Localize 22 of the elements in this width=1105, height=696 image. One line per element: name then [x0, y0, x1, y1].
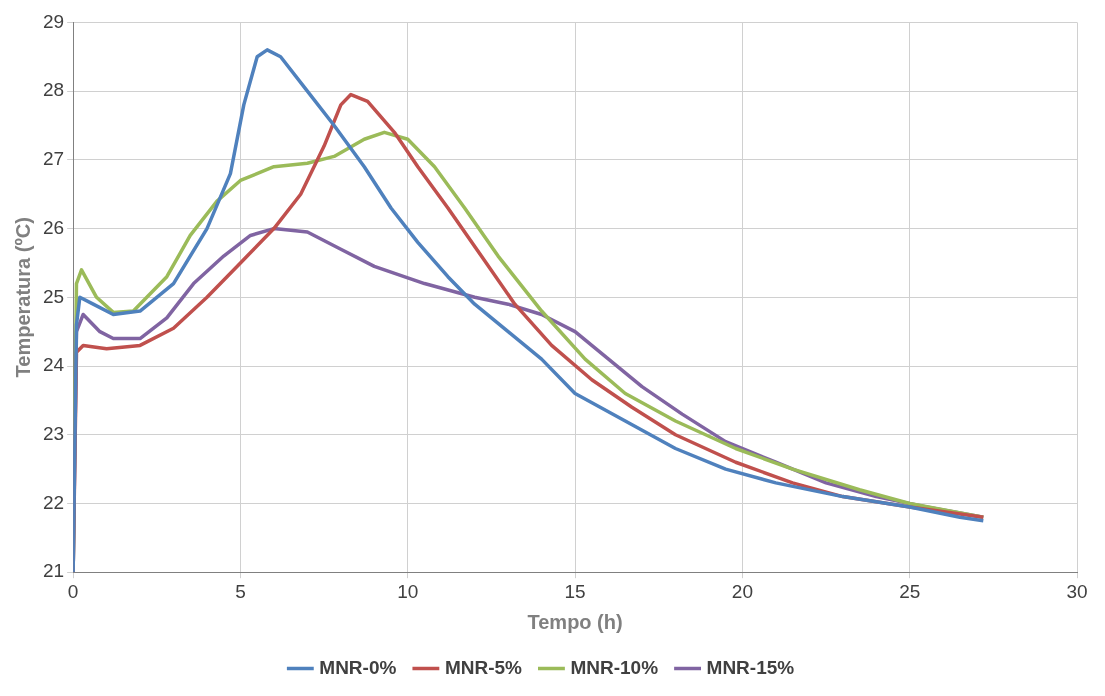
x-tick-label: 20	[731, 580, 753, 602]
y-tick-label: 27	[42, 148, 65, 170]
y-tick-label: 22	[42, 491, 65, 513]
y-tick-label: 24	[42, 354, 65, 376]
y-tick-label: 26	[42, 216, 65, 238]
y-tick-label: 29	[42, 10, 65, 32]
x-tick-label: 25	[899, 580, 921, 602]
x-tick-label: 30	[1066, 580, 1088, 602]
x-tick-label: 15	[564, 580, 586, 602]
legend-label: MNR-5%	[444, 656, 523, 678]
x-axis-title: Tempo (h)	[527, 610, 623, 633]
y-tick-label: 23	[42, 422, 65, 444]
y-tick-label: 21	[42, 560, 65, 582]
legend-label: MNR-0%	[319, 656, 397, 678]
x-tick-label: 10	[397, 580, 419, 602]
y-tick-label: 28	[42, 79, 65, 101]
x-tick-label: 0	[67, 580, 79, 602]
x-tick-label: 5	[235, 580, 246, 602]
y-tick-label: 25	[42, 285, 65, 307]
y-axis-title: Temperatura (ºC)	[11, 217, 34, 378]
legend-label: MNR-10%	[570, 656, 659, 678]
legend-label: MNR-15%	[706, 656, 795, 678]
